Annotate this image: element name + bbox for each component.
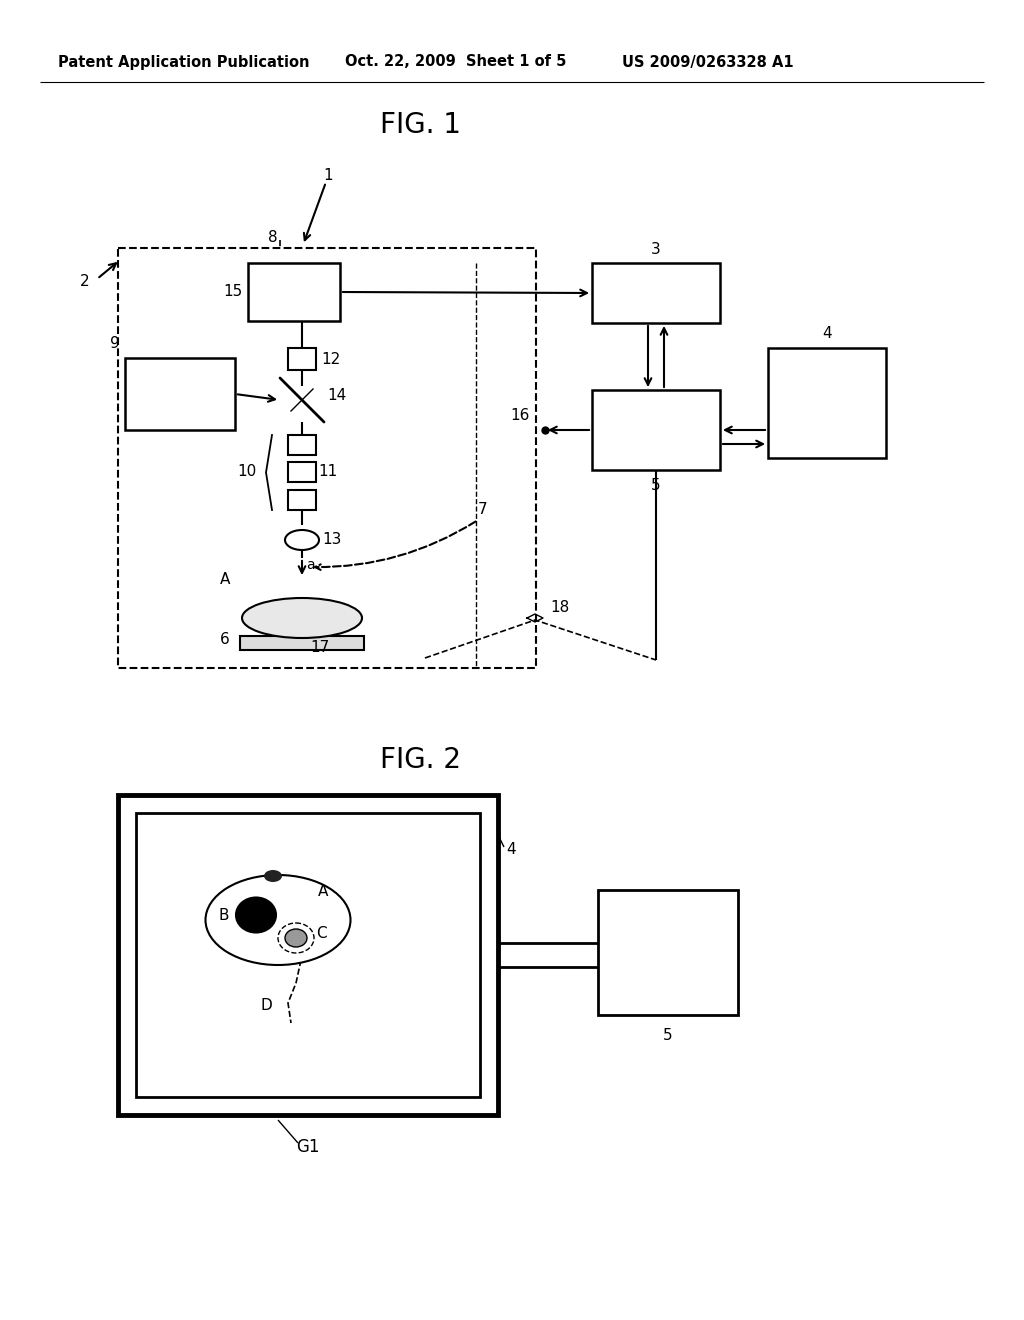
Bar	[288, 462, 316, 482]
Text: A: A	[318, 884, 329, 899]
Text: 11: 11	[318, 465, 337, 479]
Text: Oct. 22, 2009  Sheet 1 of 5: Oct. 22, 2009 Sheet 1 of 5	[345, 54, 566, 70]
Text: 13: 13	[322, 532, 341, 548]
Text: 17: 17	[310, 640, 330, 656]
Text: 9: 9	[111, 337, 120, 351]
Text: 16: 16	[510, 408, 529, 424]
Text: 1: 1	[323, 168, 333, 182]
Ellipse shape	[285, 531, 319, 550]
Bar	[288, 490, 316, 510]
Bar	[768, 348, 886, 458]
Bar	[288, 436, 316, 455]
Text: 8: 8	[268, 230, 278, 244]
Text: 6: 6	[220, 632, 229, 648]
Text: 7: 7	[478, 503, 487, 517]
Bar	[592, 263, 720, 323]
Ellipse shape	[206, 875, 350, 965]
Ellipse shape	[264, 870, 282, 882]
Ellipse shape	[236, 898, 276, 932]
Bar	[592, 389, 720, 470]
Text: A: A	[220, 573, 230, 587]
Text: 12: 12	[321, 351, 340, 367]
Ellipse shape	[242, 598, 362, 638]
Text: a: a	[306, 558, 314, 572]
Bar	[598, 890, 738, 1015]
Text: FIG. 1: FIG. 1	[380, 111, 461, 139]
Text: 2: 2	[80, 275, 90, 289]
Text: FIG. 2: FIG. 2	[380, 746, 461, 774]
Ellipse shape	[285, 929, 307, 946]
Text: C: C	[316, 927, 327, 941]
Bar	[125, 358, 234, 430]
Bar	[248, 263, 340, 321]
Text: Patent Application Publication: Patent Application Publication	[58, 54, 309, 70]
Text: 5: 5	[664, 1027, 673, 1043]
Text: 4: 4	[822, 326, 831, 342]
Text: 10: 10	[238, 465, 257, 479]
Ellipse shape	[278, 923, 314, 953]
Text: D: D	[261, 998, 272, 1014]
Bar	[118, 795, 498, 1115]
Bar	[240, 636, 364, 649]
Text: 5: 5	[651, 479, 660, 494]
Text: 3: 3	[651, 242, 660, 256]
Text: 4: 4	[506, 842, 516, 858]
Bar	[118, 248, 536, 668]
Bar	[288, 348, 316, 370]
Bar	[136, 813, 480, 1097]
Text: B: B	[218, 908, 228, 923]
Text: US 2009/0263328 A1: US 2009/0263328 A1	[622, 54, 794, 70]
Text: 18: 18	[550, 601, 569, 615]
Text: G1: G1	[296, 1138, 319, 1156]
Text: 15: 15	[224, 285, 243, 300]
Text: 14: 14	[327, 388, 346, 404]
